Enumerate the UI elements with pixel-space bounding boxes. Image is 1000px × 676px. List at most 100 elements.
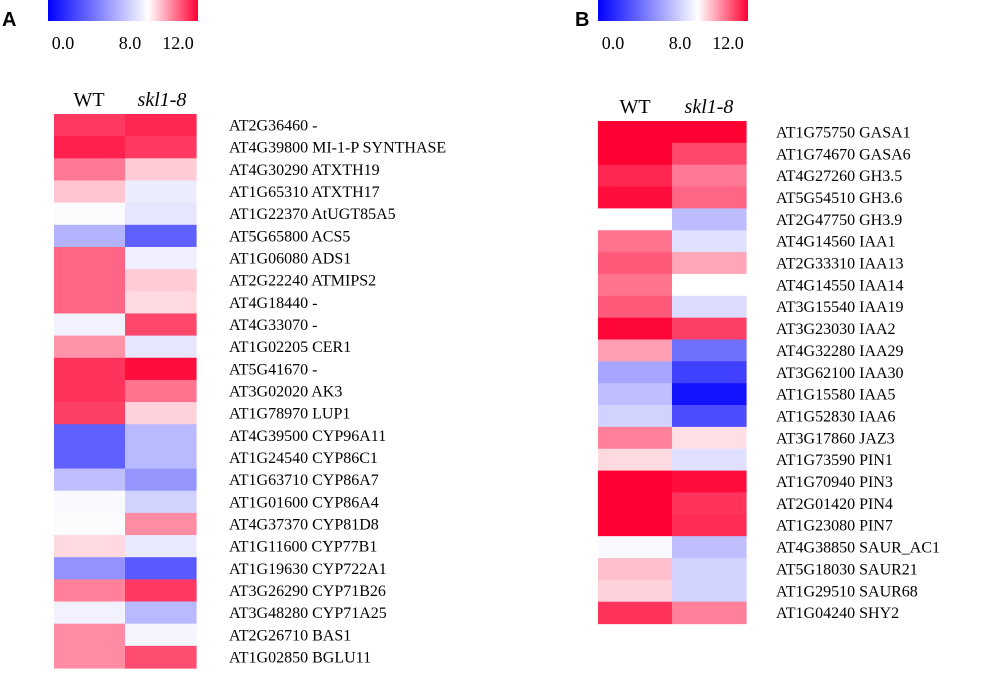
heatmap-cell-b-2-1 [672, 164, 747, 188]
row-label-b-13: AT1G52830 IAA6 [776, 408, 896, 425]
heatmap-cell-a-11-0 [54, 357, 126, 381]
heatmap-cell-a-22-1 [125, 601, 197, 625]
heatmap-cell-b-12-0 [598, 383, 673, 406]
heatmap-cell-b-17-1 [672, 492, 747, 515]
heatmap-cell-b-6-0 [598, 252, 673, 275]
row-label-b-18: AT1G23080 PIN7 [776, 518, 893, 535]
heatmap-cell-a-20-1 [125, 557, 197, 580]
heatmap-cell-a-1-0 [54, 136, 126, 159]
column-label-wt-a: WT [73, 89, 104, 111]
row-label-a-24: AT1G02850 BGLU11 [229, 649, 371, 666]
heatmap-cell-a-22-0 [54, 601, 126, 625]
row-label-b-2: AT4G27260 GH3.5 [776, 168, 902, 185]
heatmap-cell-b-15-0 [598, 448, 673, 472]
row-label-a-4: AT1G22370 AtUGT85A5 [229, 206, 396, 223]
heatmap-cell-a-9-1 [125, 313, 197, 337]
row-label-b-4: AT2G47750 GH3.9 [776, 212, 902, 229]
heatmap-cell-b-20-1 [672, 558, 747, 581]
row-label-a-8: AT4G18440 - [229, 295, 317, 312]
row-label-a-14: AT4G39500 CYP96A11 [229, 428, 386, 445]
heatmap-cell-b-14-1 [672, 426, 747, 450]
heatmap-cell-a-13-1 [125, 402, 197, 425]
heatmap-cell-b-10-1 [672, 339, 747, 362]
heatmap-cell-b-9-0 [598, 317, 673, 341]
heatmap-cell-a-4-0 [54, 202, 126, 226]
row-label-a-9: AT4G33070 - [229, 317, 317, 334]
heatmap-cell-a-15-0 [54, 446, 126, 470]
row-label-b-15: AT1G73590 PIN1 [776, 452, 893, 469]
heatmap-cell-b-12-1 [672, 383, 747, 406]
heatmap-cell-a-11-1 [125, 357, 197, 381]
heatmap-cell-a-8-1 [125, 291, 197, 315]
heatmap-cell-b-18-1 [672, 514, 747, 537]
heatmap-cell-a-12-0 [54, 379, 126, 403]
heatmap-cell-a-4-1 [125, 202, 197, 226]
heatmap-cell-a-15-1 [125, 446, 197, 470]
heatmap-cell-b-6-1 [672, 252, 747, 275]
colorbar-a-tick-min: 0.0 [52, 33, 75, 53]
heatmap-a-row-labels: AT2G36460 - AT4G39800 MI-1-P SYNTHASE AT4G… [229, 118, 446, 667]
heatmap-cell-a-24-1 [125, 645, 197, 669]
heatmap-cell-a-17-0 [54, 490, 126, 514]
heatmap-cell-a-9-0 [54, 313, 126, 337]
column-label-skl1-8-b: skl1-8 [685, 96, 734, 118]
heatmap-cell-a-21-0 [54, 579, 126, 603]
heatmap-cell-b-22-0 [598, 601, 673, 625]
heatmap-cell-a-7-1 [125, 269, 197, 292]
heatmap-cell-b-21-0 [598, 579, 673, 603]
row-label-a-16: AT1G63710 CYP86A7 [229, 472, 379, 489]
heatmap-cell-b-8-1 [672, 295, 747, 319]
heatmap-cell-a-14-0 [54, 424, 126, 447]
row-label-b-19: AT4G38850 SAUR_AC1 [776, 540, 940, 557]
row-label-a-0: AT2G36460 - [229, 118, 317, 135]
heatmap-cell-a-6-0 [54, 246, 126, 270]
heatmap-cell-a-12-1 [125, 379, 197, 403]
row-label-b-0: AT1G75750 GASA1 [776, 124, 911, 141]
heatmap-cell-a-2-1 [125, 158, 197, 182]
row-label-a-12: AT3G02020 AK3 [229, 384, 342, 401]
heatmap-cell-a-19-0 [54, 535, 126, 558]
heatmap-cell-a-17-1 [125, 490, 197, 514]
heatmap-cell-a-0-0 [54, 114, 126, 137]
row-label-b-21: AT1G29510 SAUR68 [776, 583, 918, 600]
heatmap-cell-b-19-0 [598, 536, 673, 559]
heatmap-cell-b-13-0 [598, 405, 673, 428]
row-label-b-8: AT3G15540 IAA19 [776, 299, 904, 316]
heatmap-cell-b-3-1 [672, 186, 747, 209]
colorbar-a-tick-max: 12.0 [162, 33, 194, 53]
row-label-b-11: AT3G62100 IAA30 [776, 365, 904, 382]
heatmap-cell-b-5-1 [672, 230, 747, 253]
heatmap-cell-a-1-1 [125, 136, 197, 159]
row-label-a-5: AT5G65800 ACS5 [229, 228, 350, 245]
heatmap-cell-a-2-0 [54, 158, 126, 182]
heatmap-cell-b-20-0 [598, 558, 673, 581]
row-label-b-6: AT2G33310 IAA13 [776, 256, 904, 273]
heatmap-cell-b-7-1 [672, 273, 747, 297]
panel-b: B 0.0 8.0 12.0 WT skl1-8 AT1G75750 GASA1… [575, 0, 940, 625]
row-label-a-18: AT4G37370 CYP81D8 [229, 516, 379, 533]
panel-a: A 0.0 8.0 12.0 WT skl1-8 AT2G36460 - AT4G… [2, 0, 446, 669]
heatmap-b-row-labels: AT1G75750 GASA1 AT1G74670 GASA6 AT4G27260 … [776, 124, 940, 622]
heatmap-cell-b-19-1 [672, 536, 747, 559]
heatmap-cell-b-7-0 [598, 273, 673, 297]
row-label-b-3: AT5G54510 GH3.6 [776, 190, 902, 207]
heatmap-cell-b-0-1 [672, 121, 747, 144]
row-label-b-7: AT4G14550 IAA14 [776, 277, 904, 294]
row-label-a-23: AT2G26710 BAS1 [229, 627, 351, 644]
heatmap-cell-b-3-0 [598, 186, 673, 209]
column-label-wt-b: WT [619, 96, 650, 118]
heatmap-cell-a-20-0 [54, 557, 126, 580]
row-label-a-10: AT1G02205 CER1 [229, 339, 351, 356]
heatmap-cell-b-18-0 [598, 514, 673, 537]
heatmap-cell-a-3-1 [125, 180, 197, 204]
heatmap-cell-b-10-0 [598, 339, 673, 362]
heatmap-cell-a-23-0 [54, 623, 126, 647]
heatmap-cell-a-0-1 [125, 114, 197, 137]
heatmap-cell-a-18-0 [54, 512, 126, 536]
row-label-a-6: AT1G06080 ADS1 [229, 251, 351, 268]
panel-letter-b: B [575, 9, 589, 31]
heatmap-cell-b-1-1 [672, 142, 747, 166]
heatmap-cell-b-8-0 [598, 295, 673, 319]
heatmap-cell-b-2-0 [598, 164, 673, 188]
